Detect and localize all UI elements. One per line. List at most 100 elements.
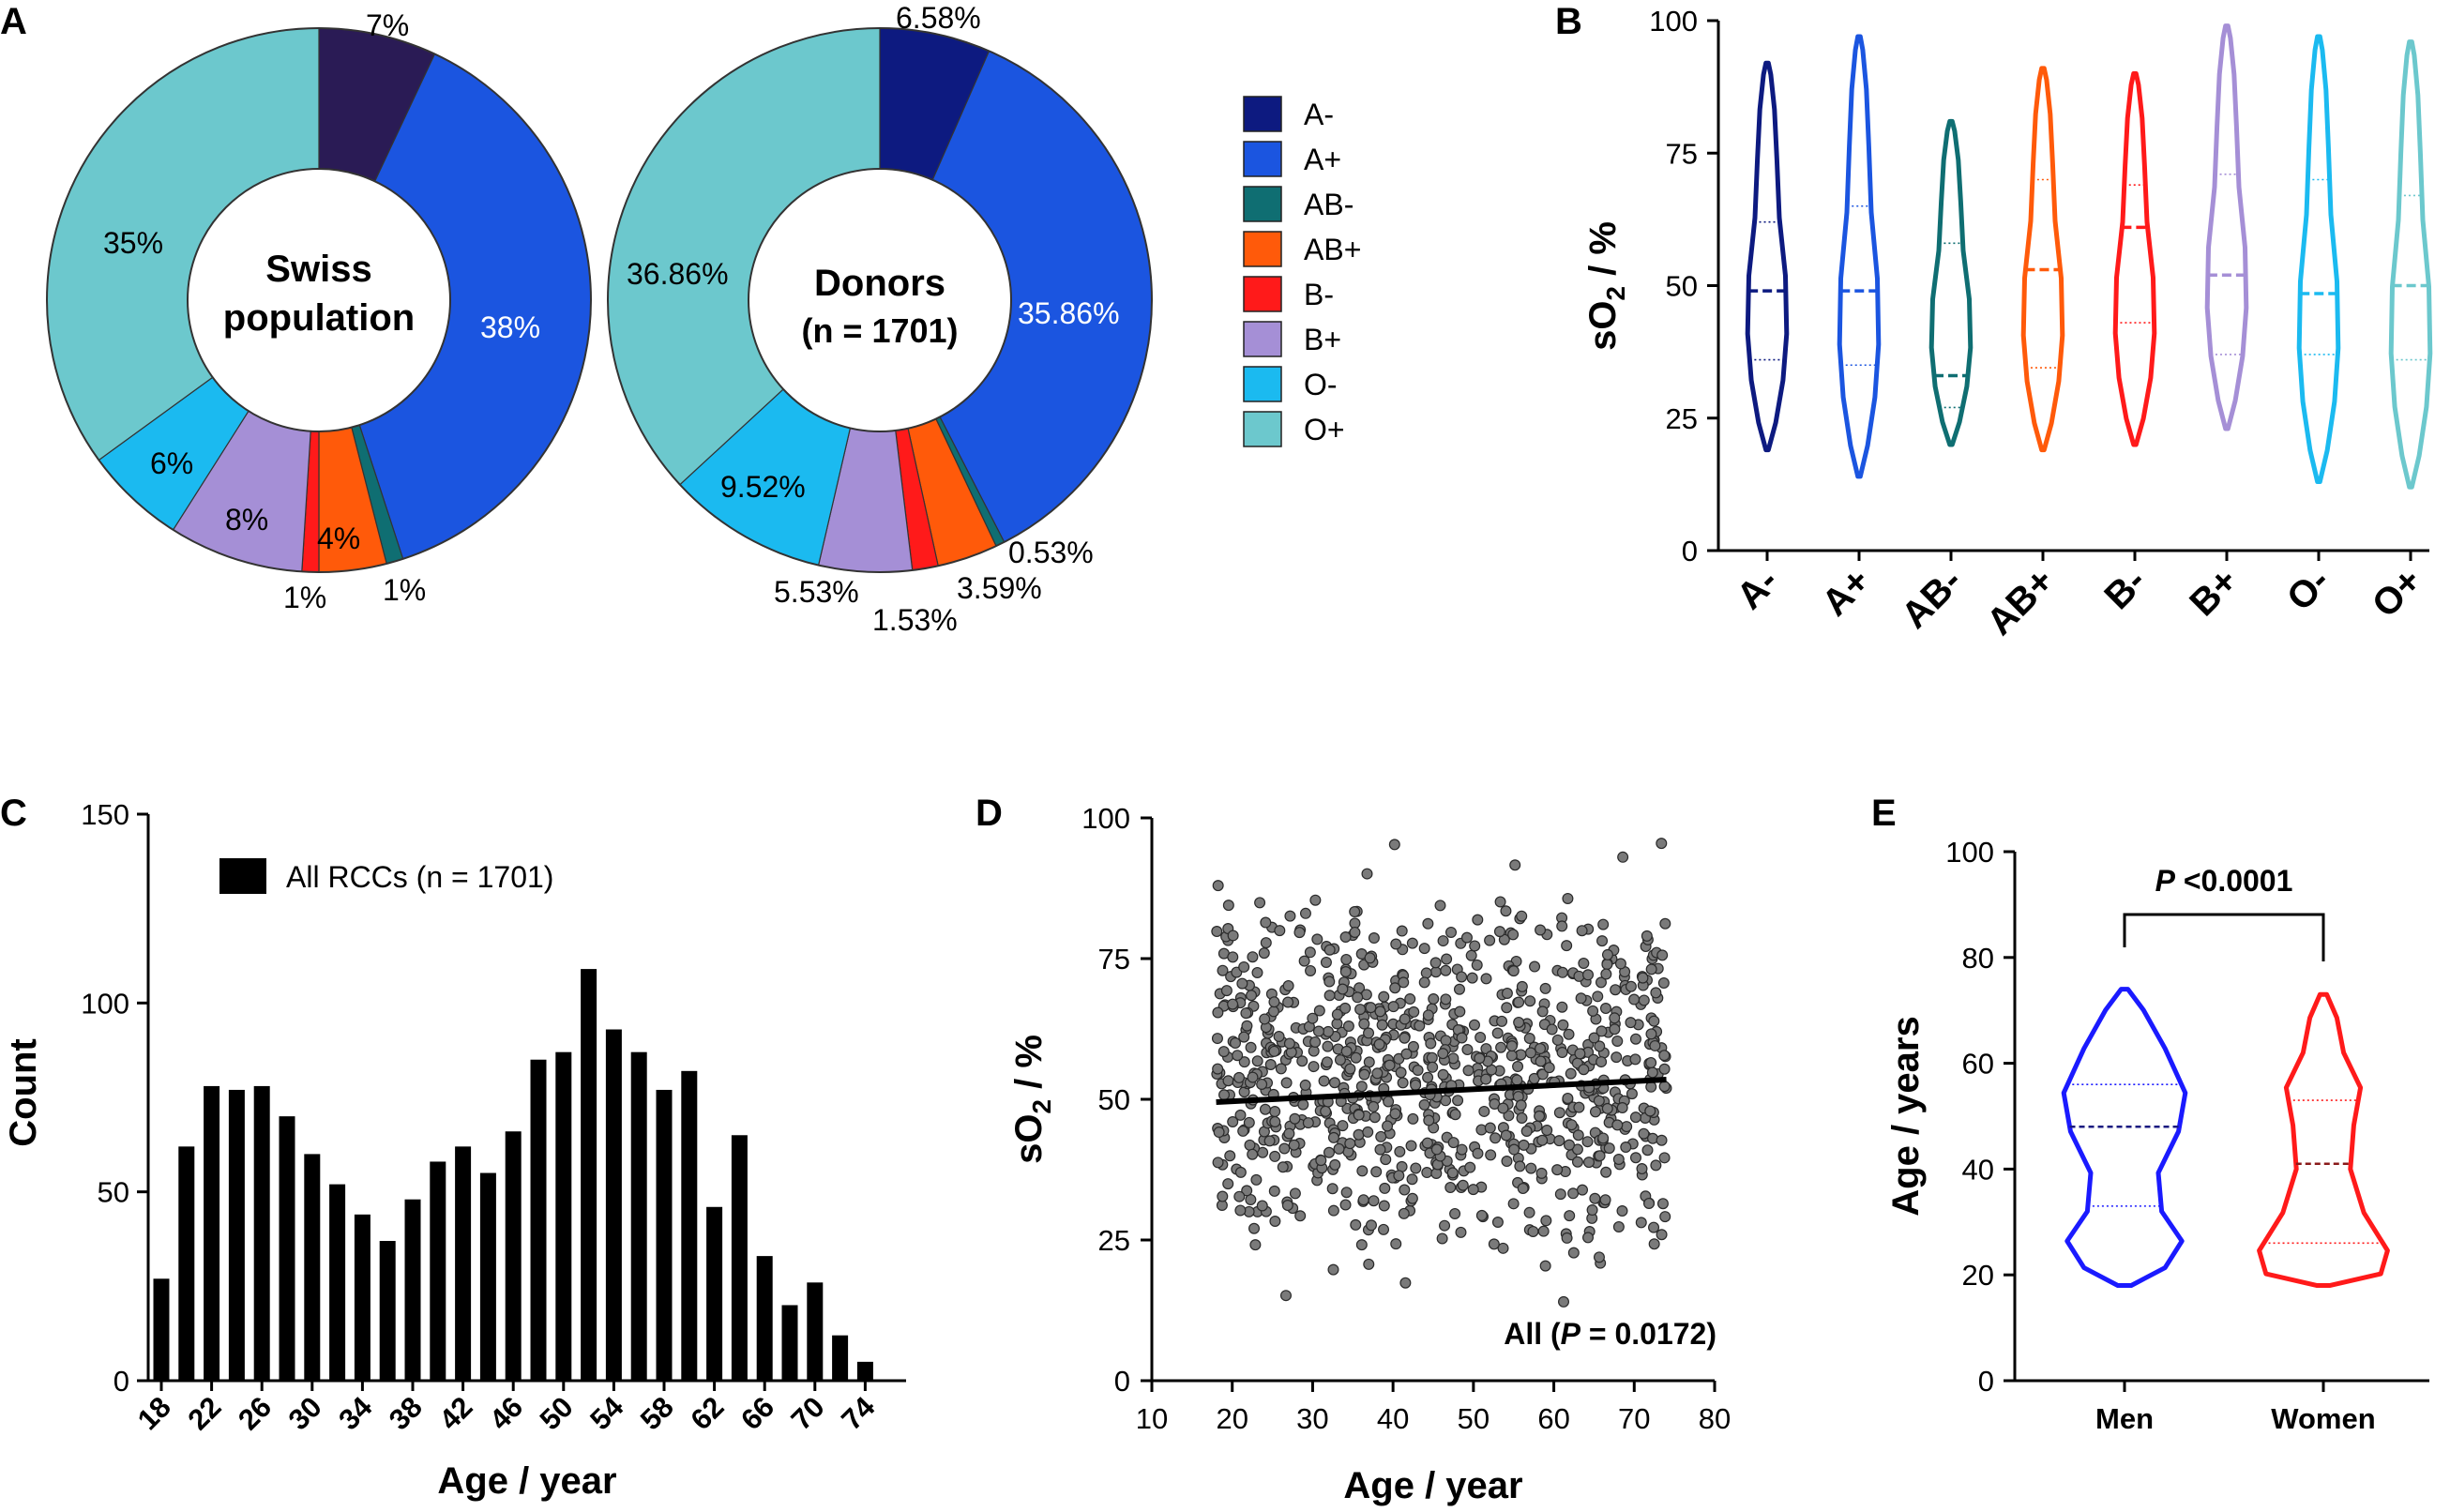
scatter-point (1460, 931, 1473, 944)
scatter-point (1230, 1037, 1242, 1050)
scatter-point (1523, 1033, 1535, 1045)
panel-e-x-label-women: Women (2271, 1402, 2375, 1435)
legend-label-b-neg: B- (1304, 278, 1334, 311)
scatter-point (1629, 1053, 1641, 1066)
bar-age-68 (781, 1305, 798, 1381)
scatter-point (1296, 1055, 1308, 1067)
scatter-point (1546, 1023, 1558, 1036)
scatter-point (1500, 1129, 1512, 1142)
scatter-point (1501, 1156, 1513, 1168)
scatter-point (1578, 957, 1590, 969)
scatter-point (1356, 1165, 1369, 1177)
scatter-point (1362, 1126, 1374, 1138)
scatter-point (1563, 1028, 1575, 1040)
panel-c-y-tick-label: 100 (81, 987, 129, 1020)
panel-e-y-label: Age / years (1885, 1016, 1927, 1216)
scatter-point (1439, 1219, 1451, 1232)
scatter-point (1399, 1013, 1411, 1025)
scatter-point (1513, 1016, 1525, 1028)
scatter-point (1322, 1040, 1334, 1052)
scatter-point (1288, 1139, 1300, 1151)
scatter-point (1495, 1041, 1507, 1053)
panel-e-x-ticks: Men Women (2095, 1381, 2376, 1435)
legend-label-ab-neg: AB- (1304, 188, 1354, 221)
scatter-point (1238, 1056, 1250, 1068)
scatter-point (1656, 949, 1669, 961)
scatter-point (1364, 952, 1376, 964)
scatter-point (1355, 1081, 1368, 1093)
scatter-point (1237, 1125, 1249, 1137)
scatter-point (1399, 1277, 1412, 1289)
scatter-point (1267, 1005, 1279, 1018)
bar-age-38 (404, 1199, 421, 1381)
scatter-point (1496, 1015, 1508, 1027)
scatter-point (1340, 1045, 1353, 1057)
bar-age-44 (479, 1172, 496, 1381)
bar-age-34 (354, 1214, 371, 1381)
scatter-point (1537, 1225, 1550, 1237)
scatter-point (1268, 996, 1280, 1008)
scatter-point (1308, 1061, 1320, 1073)
swiss-center-line-1: Swiss (265, 249, 371, 290)
legend-swatch-b-neg (1243, 276, 1282, 312)
scatter-point (1515, 1099, 1527, 1111)
bar-age-28 (279, 1116, 295, 1381)
scatter-point (1337, 1120, 1349, 1132)
scatter-point (1268, 1045, 1280, 1057)
scatter-point (1256, 1078, 1268, 1090)
scatter-point (1626, 1088, 1638, 1100)
scatter-point (1354, 1004, 1367, 1016)
panel-c-x-label-26: 26 (232, 1390, 278, 1436)
scatter-point (1636, 1163, 1648, 1175)
scatter-point (1365, 1002, 1377, 1014)
scatter-point (1589, 1192, 1601, 1204)
violin-ab-neg (1928, 118, 1974, 447)
scatter-point (1251, 966, 1263, 978)
scatter-point (1465, 949, 1477, 961)
scatter-point (1299, 907, 1311, 919)
scatter-point (1575, 992, 1587, 1005)
panel-c-x-label-70: 70 (785, 1390, 831, 1436)
scatter-point (1595, 976, 1607, 989)
scatter-point (1390, 1238, 1402, 1250)
scatter-point (1297, 1098, 1309, 1111)
scatter-point (1488, 1238, 1500, 1250)
scatter-point (1238, 960, 1250, 973)
scatter-point (1525, 1162, 1537, 1174)
scatter-point (1617, 851, 1629, 863)
scatter-point (1556, 966, 1568, 978)
legend-swatch-o-pos (1243, 411, 1282, 447)
scatter-point (1305, 964, 1317, 976)
panel-b-y-label-sub: 2 (1601, 286, 1630, 301)
scatter-point (1396, 925, 1408, 937)
scatter-point (1611, 1119, 1624, 1131)
scatter-point (1562, 892, 1574, 904)
scatter-point (1211, 1033, 1223, 1045)
violin-a-negpos (1837, 34, 1882, 479)
scatter-point (1224, 1150, 1236, 1162)
scatter-point (1457, 1179, 1469, 1191)
scatter-point (1524, 995, 1536, 1007)
panel-d-x-ticks: 10 20 30 40 50 60 70 80 (1136, 1381, 1731, 1435)
scatter-point (1264, 1059, 1277, 1071)
scatter-point (1629, 1033, 1641, 1045)
panel-d-x-tick-label: 60 (1537, 1402, 1569, 1435)
scatter-point (1643, 1197, 1656, 1209)
panel-d-x-label: Age / year (1343, 1465, 1522, 1506)
scatter-point (1412, 1064, 1424, 1076)
panel-b-x-label-a-negpos: A+ (1814, 560, 1878, 624)
bar-age-60 (681, 1070, 698, 1381)
donut-donors (607, 27, 1153, 573)
panel-b-x-label-a-neg: A- (1729, 560, 1786, 617)
scatter-point (1523, 1206, 1535, 1218)
scatter-point (1641, 1144, 1654, 1157)
scatter-point (1505, 1040, 1518, 1052)
bar-age-50 (555, 1051, 572, 1381)
scatter-point (1241, 1185, 1253, 1197)
bar-age-24 (228, 1089, 245, 1381)
scatter-point (1217, 1046, 1230, 1058)
swiss-label-a-pos: 38% (480, 310, 540, 344)
scatter-point (1629, 1111, 1641, 1124)
bar-age-62 (706, 1206, 723, 1381)
scatter-point (1426, 1051, 1438, 1064)
